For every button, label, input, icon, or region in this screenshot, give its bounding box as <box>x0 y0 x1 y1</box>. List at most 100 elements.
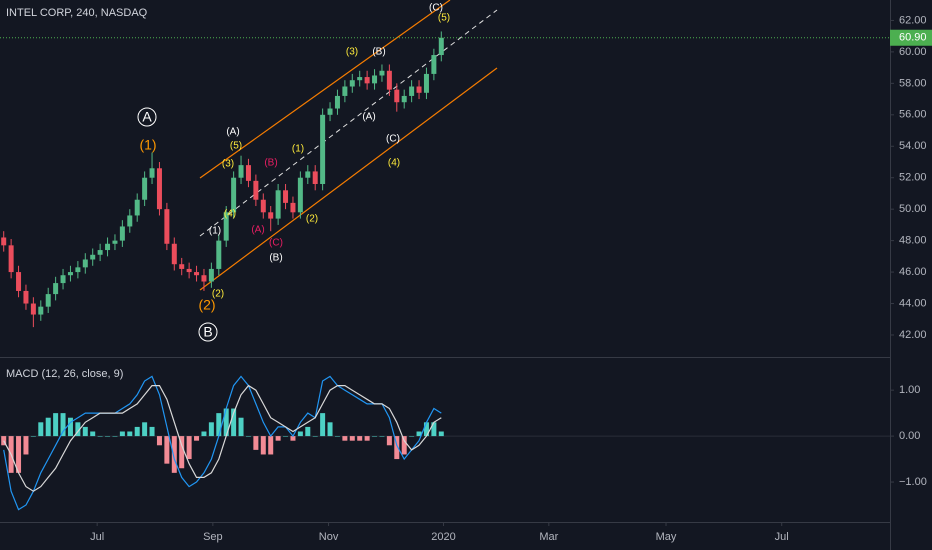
histogram-bar <box>290 436 296 441</box>
histogram-bar <box>305 426 311 437</box>
candle-body <box>386 70 392 90</box>
candle-body <box>142 177 148 200</box>
candle-body <box>53 283 59 295</box>
y-tick-label: 44.00 <box>899 297 927 309</box>
histogram-bar <box>364 436 370 441</box>
y-tick-label: 48.00 <box>899 235 927 247</box>
histogram-bar <box>238 417 244 437</box>
candle-body <box>194 272 200 276</box>
candle-body <box>238 165 244 178</box>
wave-label: (B) <box>372 47 385 58</box>
y-tick-label: 52.00 <box>899 172 927 184</box>
histogram-bar <box>275 436 281 441</box>
wave-label: (A) <box>226 127 239 138</box>
histogram-bar <box>16 436 22 473</box>
candle-body <box>334 95 340 109</box>
candle-body <box>8 245 14 273</box>
histogram-bar <box>90 431 96 437</box>
candle-body <box>297 177 303 213</box>
candle-body <box>156 168 162 210</box>
candle-body <box>320 114 326 185</box>
candle-body <box>275 190 281 219</box>
macd-title: MACD (12, 26, close, 9) <box>6 368 123 380</box>
histogram-bar <box>423 422 429 437</box>
x-tick-label: Jul <box>775 531 789 543</box>
histogram-bar <box>253 436 259 450</box>
wave-label: (1) <box>139 137 156 153</box>
y2-tick-label: −1.00 <box>899 476 927 488</box>
wave-label: (4) <box>224 209 236 220</box>
channel-upper <box>199 0 451 179</box>
candle-body <box>290 202 296 213</box>
macd-line <box>3 375 442 511</box>
x-tick-label: Mar <box>539 531 558 543</box>
wave-label: B <box>203 324 212 340</box>
histogram-bar <box>342 436 348 441</box>
candle-body <box>268 212 274 219</box>
histogram-bar <box>164 436 170 464</box>
histogram-bar <box>60 413 66 437</box>
candle-body <box>23 290 29 304</box>
histogram-bar <box>53 413 59 437</box>
histogram-bar <box>134 426 140 437</box>
candle-body <box>112 240 118 244</box>
histogram-bar <box>112 436 118 437</box>
wave-circle <box>198 322 218 342</box>
histogram-bar <box>409 436 415 437</box>
wave-label: (5) <box>438 13 450 24</box>
candle-body <box>149 168 155 178</box>
histogram-bar <box>30 436 36 437</box>
candle-body <box>60 275 66 284</box>
macd-line <box>3 384 442 492</box>
wave-label: (1) <box>209 226 221 237</box>
histogram-bar <box>208 422 214 437</box>
candle-body <box>208 268 214 282</box>
candle-body <box>327 108 333 115</box>
candle-body <box>179 264 185 269</box>
histogram-bar <box>1 436 7 446</box>
histogram-bar <box>38 422 44 437</box>
x-tick-label: Nov <box>319 531 339 543</box>
histogram-bar <box>186 436 192 460</box>
histogram-bar <box>97 436 103 437</box>
histogram-bar <box>334 436 340 437</box>
candle-body <box>1 237 7 246</box>
candle-body <box>164 209 170 244</box>
histogram-bar <box>231 408 237 437</box>
last-price-box <box>890 29 932 46</box>
candle-body <box>342 86 348 96</box>
histogram-bar <box>401 436 407 455</box>
histogram-bar <box>23 436 29 455</box>
candle-body <box>409 86 415 96</box>
histogram-bar <box>82 426 88 437</box>
histogram-bar <box>416 431 422 437</box>
y-tick-label: 62.00 <box>899 14 927 26</box>
candle-body <box>171 243 177 265</box>
y-tick-label: 50.00 <box>899 203 927 215</box>
candle-body <box>82 259 88 268</box>
y-tick-label: 56.00 <box>899 109 927 121</box>
last-price-label: 60.90 <box>899 32 927 44</box>
histogram-bar <box>105 436 111 437</box>
wave-label: (C) <box>269 238 283 249</box>
histogram-bar <box>283 436 289 437</box>
wave-label: A <box>142 109 152 125</box>
histogram-bar <box>127 431 133 437</box>
histogram-bar <box>119 431 125 437</box>
histogram-bar <box>327 422 333 437</box>
histogram-bar <box>216 413 222 437</box>
histogram-bar <box>431 422 437 437</box>
y-tick-label: 54.00 <box>899 140 927 152</box>
x-tick-label: Jul <box>90 531 104 543</box>
histogram-bar <box>201 431 207 437</box>
candle-body <box>231 177 237 213</box>
candle-body <box>67 272 73 276</box>
histogram-bar <box>297 431 303 437</box>
candle-body <box>260 199 266 213</box>
y2-tick-label: 1.00 <box>899 384 920 396</box>
candle-body <box>119 226 125 241</box>
candle-body <box>379 70 385 76</box>
candle-body <box>305 171 311 178</box>
wave-label: (A) <box>251 225 264 236</box>
